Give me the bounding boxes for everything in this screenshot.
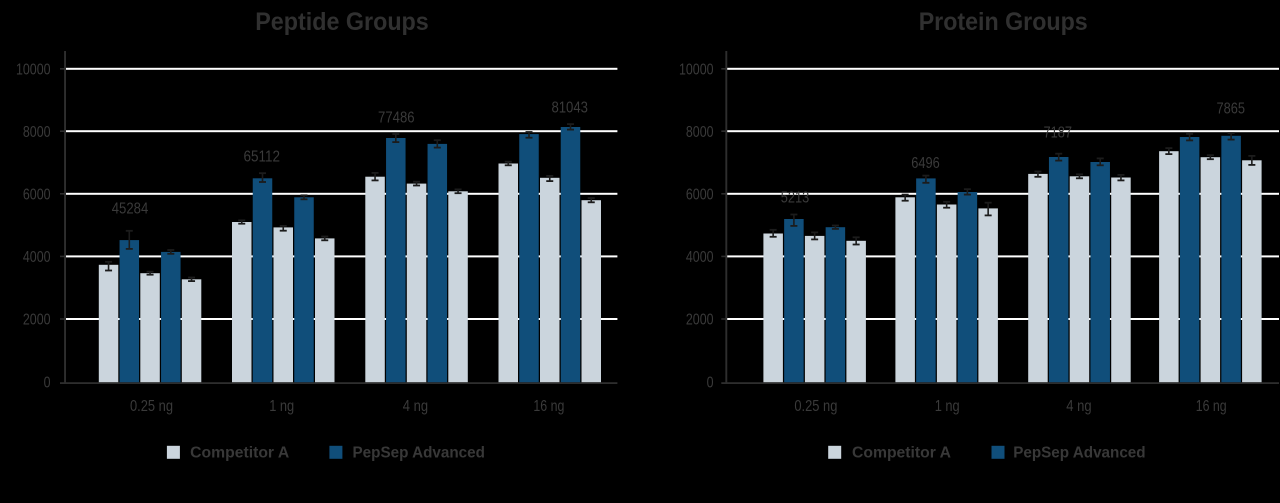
svg-text:8000: 8000 (23, 124, 51, 141)
svg-text:4 ng: 4 ng (403, 398, 428, 415)
svg-text:81043: 81043 (551, 100, 588, 117)
svg-text:0.25 ng: 0.25 ng (794, 398, 837, 415)
svg-text:1 ng: 1 ng (269, 398, 294, 415)
svg-text:Competitor A: Competitor A (190, 445, 289, 462)
svg-text:7865: 7865 (1216, 101, 1245, 118)
svg-text:Peptide Groups: Peptide Groups (255, 8, 429, 36)
svg-text:65112: 65112 (243, 149, 280, 166)
svg-text:6000: 6000 (23, 186, 51, 203)
svg-text:1 ng: 1 ng (935, 398, 960, 415)
svg-text:PepSep Advanced: PepSep Advanced (1013, 445, 1145, 462)
svg-text:45284: 45284 (112, 201, 149, 218)
svg-text:6496: 6496 (911, 155, 940, 172)
svg-text:0: 0 (707, 374, 714, 391)
svg-text:4000: 4000 (23, 249, 51, 266)
svg-text:0.25 ng: 0.25 ng (130, 398, 173, 415)
svg-text:7187: 7187 (1044, 125, 1073, 142)
svg-text:16 ng: 16 ng (1196, 398, 1227, 415)
svg-text:8000: 8000 (686, 124, 714, 141)
svg-text:77486: 77486 (378, 109, 415, 126)
svg-text:4000: 4000 (686, 249, 714, 266)
svg-text:16 ng: 16 ng (533, 398, 564, 415)
svg-text:5213: 5213 (781, 189, 810, 206)
svg-text:6000: 6000 (686, 186, 714, 203)
svg-text:0: 0 (44, 374, 51, 391)
svg-text:4 ng: 4 ng (1066, 398, 1091, 415)
svg-text:10000: 10000 (16, 61, 51, 78)
svg-text:Competitor A: Competitor A (852, 445, 951, 462)
svg-text:10000: 10000 (679, 61, 714, 78)
svg-text:PepSep Advanced: PepSep Advanced (353, 445, 485, 462)
svg-text:2000: 2000 (23, 312, 51, 329)
svg-text:Protein Groups: Protein Groups (919, 8, 1088, 36)
svg-text:2000: 2000 (686, 312, 714, 329)
